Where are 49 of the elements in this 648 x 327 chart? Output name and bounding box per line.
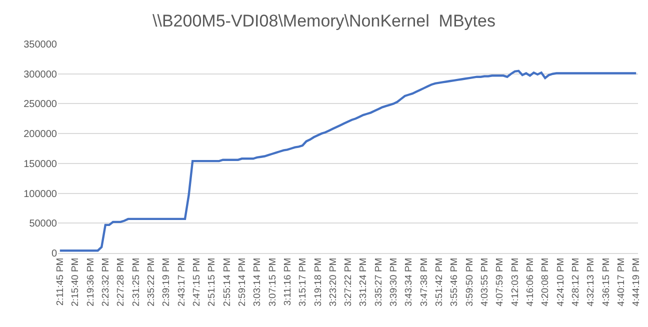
x-tick-label: 2:59:14 PM: [236, 258, 248, 306]
x-tick-label: 2:19:36 PM: [85, 258, 96, 306]
x-tick-label: 4:12:03 PM: [510, 258, 521, 306]
x-tick-label: 3:23:20 PM: [328, 258, 339, 306]
y-tick-label: 350000: [24, 40, 58, 50]
x-tick-label: 4:16:06 PM: [525, 258, 536, 306]
x-tick-label: 2:27:28 PM: [116, 258, 127, 306]
y-tick-label: 250000: [24, 99, 58, 110]
x-tick-label: 3:07:15 PM: [267, 258, 278, 306]
chart-title: \\B200M5-VDI08\Memory\NonKernel MBytes: [152, 12, 496, 31]
x-tick-label: 4:07:59 PM: [494, 258, 506, 306]
y-tick-label: 50000: [29, 218, 58, 230]
x-tick-label: 2:11:45 PM: [54, 258, 66, 306]
x-tick-label: 3:03:14 PM: [252, 258, 264, 306]
x-tick-label: 3:15:17 PM: [298, 258, 309, 306]
x-tick-label: 2:47:15 PM: [191, 258, 202, 306]
x-tick-label: 2:15:40 PM: [70, 258, 82, 306]
x-tick-label: 2:35:22 PM: [146, 258, 157, 306]
x-tick-label: 3:43:34 PM: [404, 258, 415, 306]
x-tick-label: 2:23:32 PM: [100, 258, 112, 306]
line-series: [58, 70, 638, 252]
y-tick-label: 200000: [24, 129, 58, 140]
x-tick-label: 2:31:25 PM: [130, 258, 142, 306]
x-tick-label: 3:39:30 PM: [388, 258, 400, 306]
x-tick-label: 3:31:24 PM: [358, 258, 370, 306]
x-tick-label: 4:44:19 PM: [631, 258, 642, 306]
y-tick-label: 0: [51, 248, 58, 260]
x-tick-label: 3:55:46 PM: [449, 258, 460, 306]
x-tick-label: 2:43:17 PM: [176, 258, 188, 306]
x-tick-label: 4:32:13 PM: [586, 258, 597, 306]
x-tick-label: 2:39:19 PM: [161, 258, 172, 306]
y-tick-label: 300000: [24, 69, 58, 80]
x-tick-label: 4:36:15 PM: [600, 258, 612, 306]
y-tick-label: 100000: [24, 188, 58, 200]
x-tick-label: 4:40:17 PM: [616, 258, 628, 306]
y-tick-label: 150000: [24, 158, 58, 170]
x-tick-label: 3:27:22 PM: [343, 258, 354, 306]
x-tick-label: 3:59:50 PM: [464, 258, 476, 306]
x-tick-label: 2:55:14 PM: [222, 258, 233, 306]
x-tick-label: 3:47:38 PM: [418, 258, 430, 306]
x-tick-label: 3:35:27 PM: [373, 258, 384, 306]
x-tick-label: 3:19:18 PM: [312, 258, 324, 306]
x-tick-label: 4:24:10 PM: [555, 258, 566, 306]
x-tick-label: 2:51:15 PM: [206, 258, 218, 306]
x-tick-label: 3:11:16 PM: [282, 258, 294, 306]
x-tick-label: 4:20:08 PM: [540, 258, 552, 306]
x-tick-label: 4:28:12 PM: [570, 258, 582, 306]
x-tick-label: 3:51:42 PM: [434, 258, 446, 306]
x-tick-label: 4:03:55 PM: [480, 258, 491, 306]
